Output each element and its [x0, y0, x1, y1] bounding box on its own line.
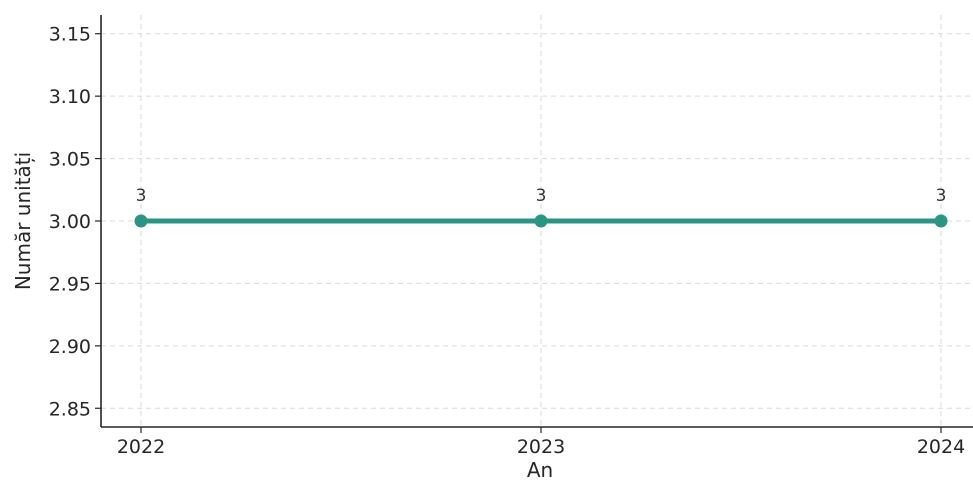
y-tick-label: 3.05 — [49, 149, 91, 171]
y-axis-title: Număr unități — [11, 152, 35, 290]
data-point — [934, 214, 948, 228]
data-point — [534, 214, 548, 228]
series — [134, 214, 948, 228]
x-tick-label: 2024 — [917, 436, 965, 458]
tick-labels: 2.85 2.90 2.95 3.00 3.05 3.10 3.15 2022 2023 2024 — [49, 24, 965, 458]
x-tick-label: 2023 — [517, 436, 565, 458]
x-tick-label: 2022 — [117, 436, 165, 458]
data-label: 3 — [136, 186, 147, 206]
y-tick-label: 3.15 — [49, 24, 91, 46]
data-labels: 3 3 3 — [136, 186, 947, 206]
y-tick-label: 2.90 — [49, 336, 91, 358]
y-tick-label: 2.95 — [49, 273, 91, 295]
x-axis-title: An — [527, 458, 553, 482]
y-tick-label: 3.10 — [49, 86, 91, 108]
y-tick-label: 3.00 — [49, 211, 91, 233]
data-point — [134, 214, 148, 228]
data-label: 3 — [936, 186, 947, 206]
y-tick-label: 2.85 — [49, 398, 91, 420]
data-label: 3 — [536, 186, 547, 206]
